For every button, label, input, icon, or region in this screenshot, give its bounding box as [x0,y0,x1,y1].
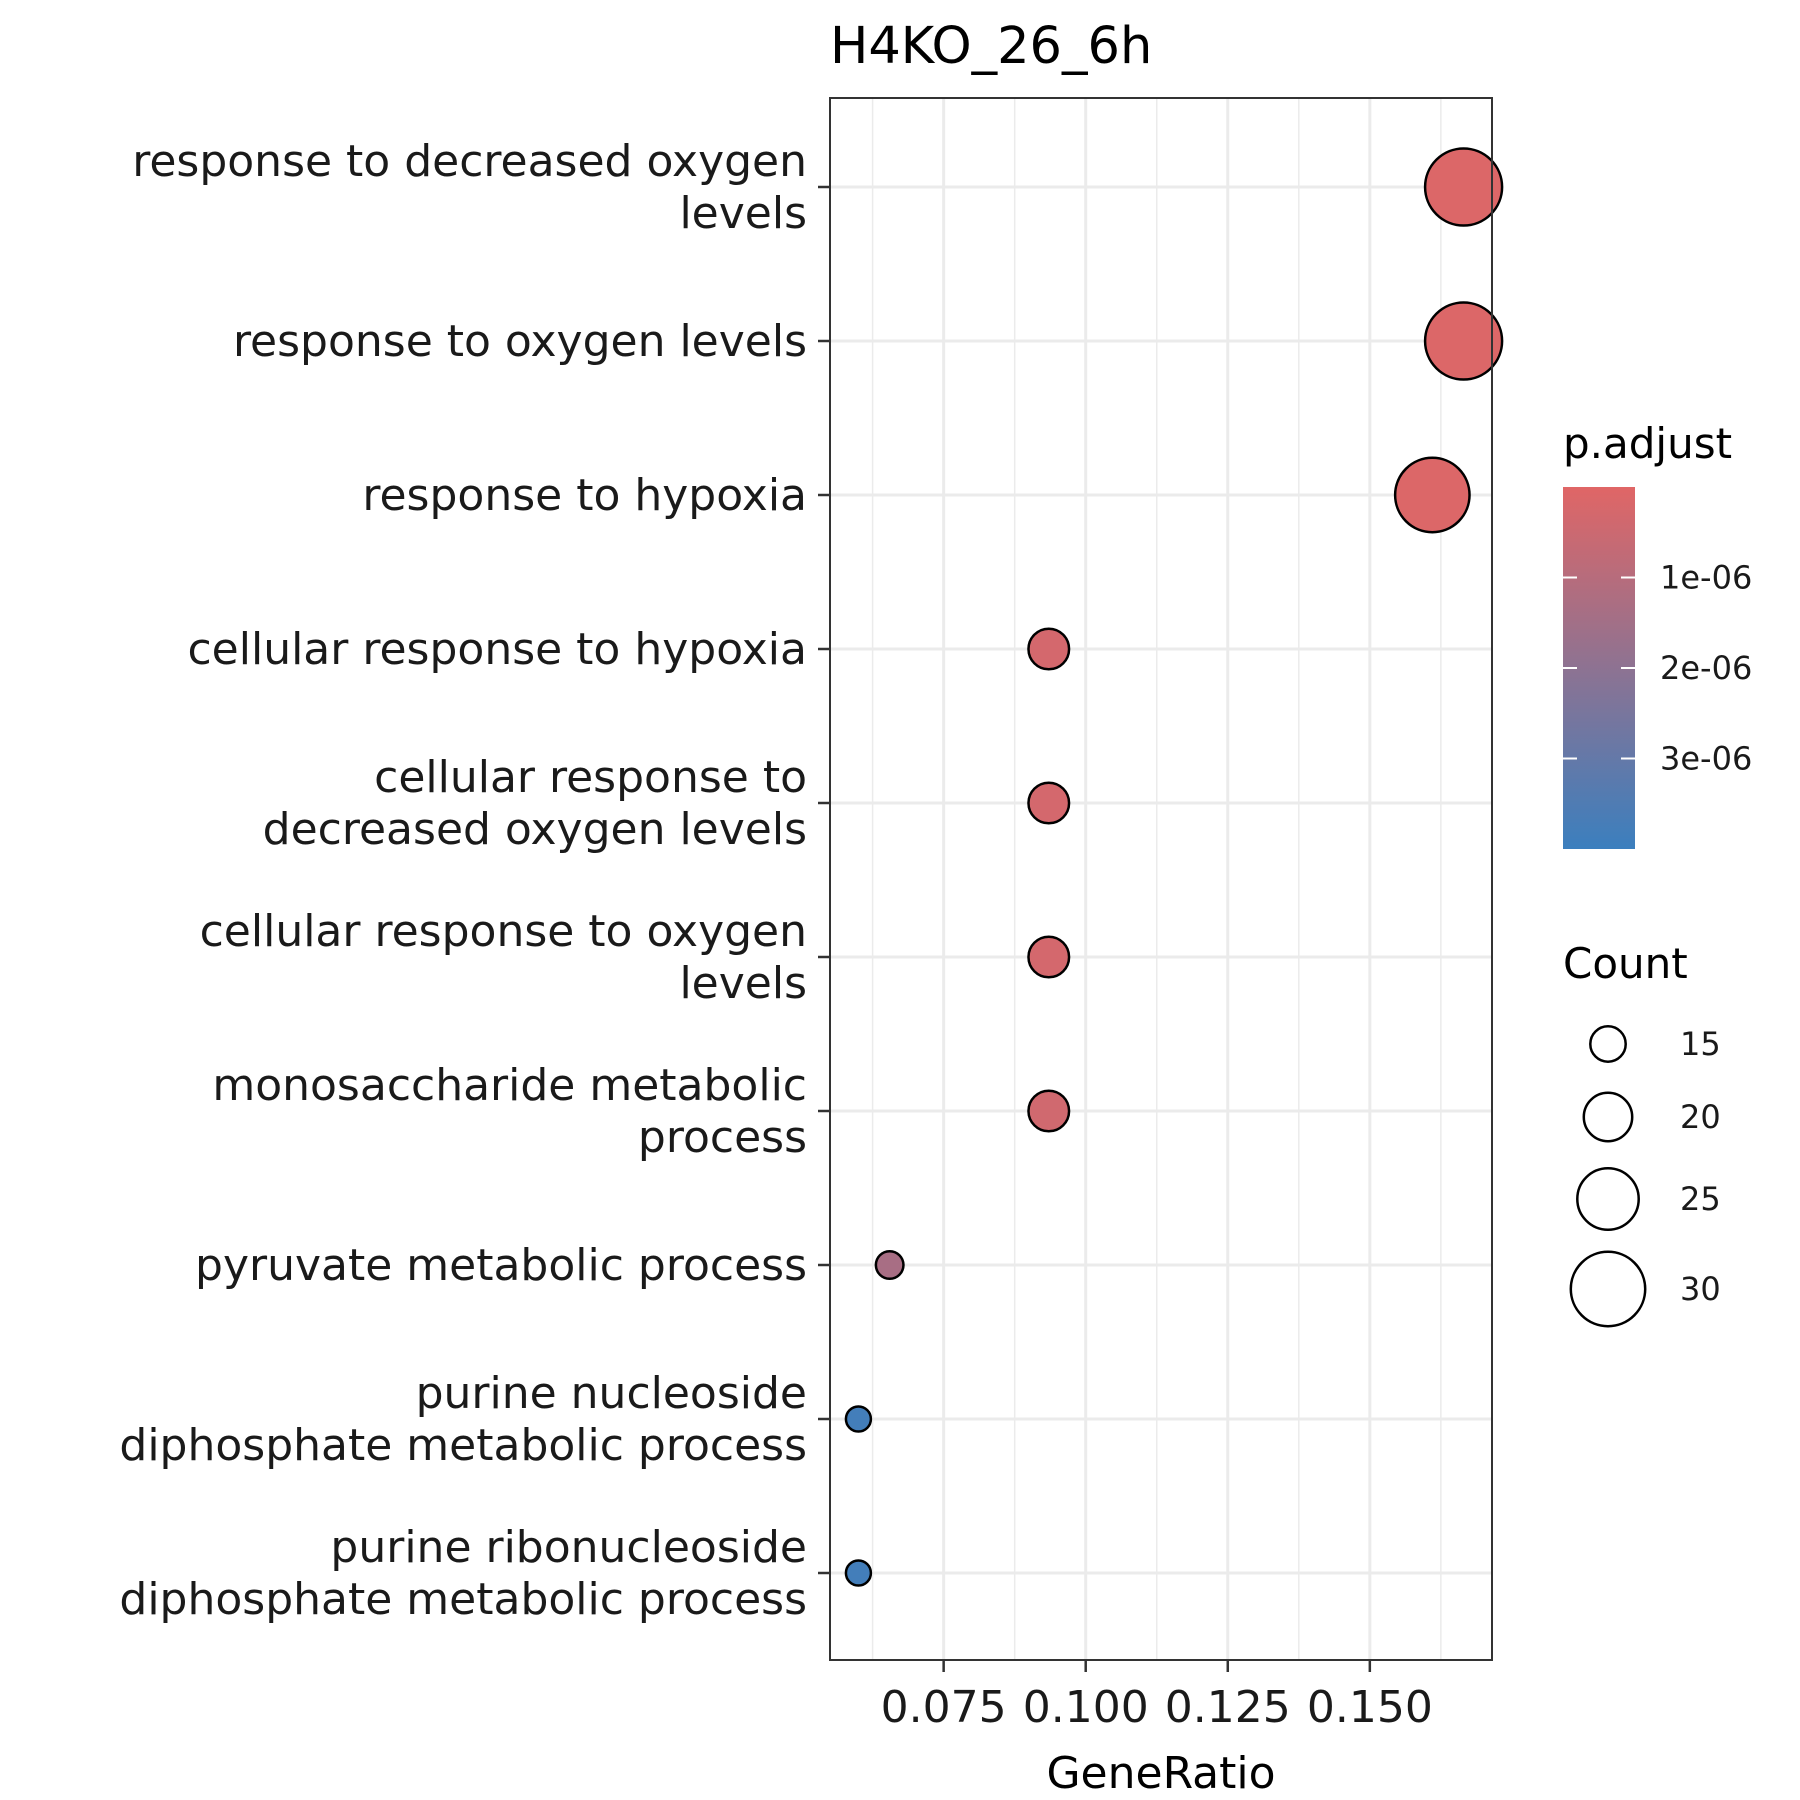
x-axis-ticks: 0.075 0.100 0.125 0.150 [881,1660,1433,1733]
y-tick-label: response to hypoxia [362,470,807,521]
data-point [1027,627,1071,671]
data-point [1027,935,1071,979]
x-axis-title: GeneRatio [1046,1748,1275,1799]
color-legend-title: p.adjust [1563,419,1732,468]
size-legend-circle [1569,1250,1647,1328]
y-tick-label: response to decreased oxygen levels [132,136,807,239]
x-tick-label: 0.075 [881,1682,1007,1733]
y-tick-label: cellular response to hypoxia [187,624,807,675]
data-point [844,1559,873,1587]
points [844,147,1504,1587]
size-legend-title: Count [1563,939,1688,988]
y-tick-label: monosaccharide metabolic process [212,1060,807,1163]
y-tick-label: pyruvate metabolic process [195,1240,807,1291]
data-point [1027,1089,1071,1133]
x-tick-label: 0.100 [1023,1682,1149,1733]
grid [830,98,1492,1660]
y-tick-label: cellular response to oxygen levels [200,906,807,1009]
y-tick-label: purine ribonucleoside diphosphate metabol… [119,1522,807,1625]
y-axis-labels: response to decreased oxygen levels respon… [119,136,830,1625]
data-point [1393,456,1471,534]
size-legend-circle [1582,1091,1634,1143]
color-legend-label: 2e-06 [1660,649,1752,687]
data-point [874,1249,905,1281]
color-legend-label: 3e-06 [1660,740,1752,778]
size-legend-circle [1576,1167,1640,1231]
y-tick-label: cellular response to decreased oxygen lev… [263,752,807,855]
data-point [1027,781,1071,825]
data-point [844,1405,873,1433]
y-tick-label: purine nucleoside diphosphate metabolic p… [119,1368,807,1471]
y-tick-label: response to oxygen levels [233,316,807,367]
size-legend-label: 15 [1680,1025,1721,1063]
chart-title: H4KO_26_6h [830,17,1152,76]
size-legend-label: 20 [1680,1098,1721,1136]
data-point [1423,301,1504,381]
x-tick-label: 0.125 [1165,1682,1291,1733]
size-legend: Count 15 20 25 30 [1563,939,1721,1328]
plot-panel-border [829,97,1493,1661]
color-legend: p.adjust 1e-06 2e-06 3e-06 [1563,419,1752,849]
size-legend-label: 25 [1680,1180,1721,1218]
x-tick-label: 0.150 [1307,1682,1433,1733]
size-legend-label: 30 [1680,1270,1721,1308]
size-legend-circle [1589,1025,1627,1063]
color-legend-label: 1e-06 [1660,559,1752,597]
data-point [1423,147,1504,227]
